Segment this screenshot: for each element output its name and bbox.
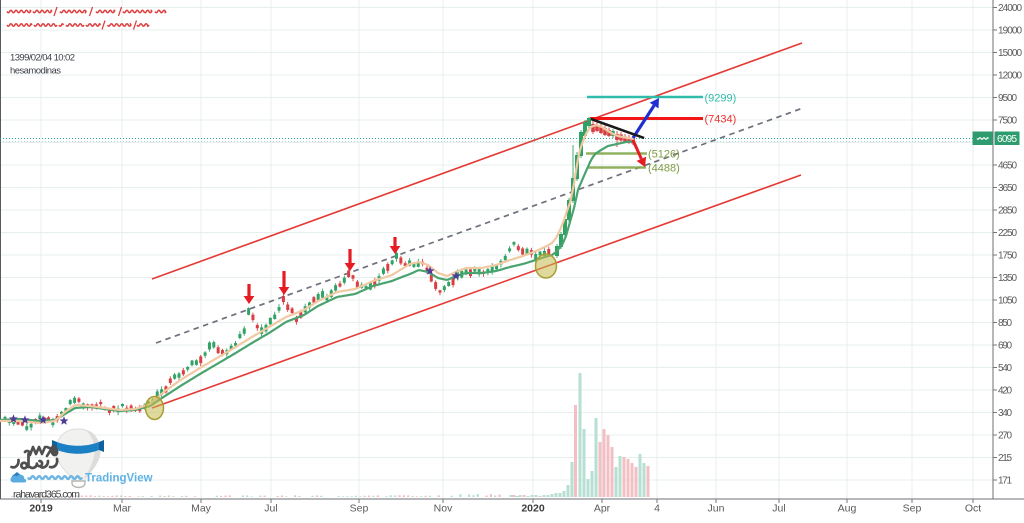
svg-text:Sep: Sep <box>350 503 369 515</box>
svg-text:24000: 24000 <box>998 3 1022 14</box>
svg-text:Apr: Apr <box>594 503 611 515</box>
svg-text:215: 215 <box>998 453 1012 464</box>
svg-text:270: 270 <box>998 431 1012 442</box>
svg-text:Jun: Jun <box>708 503 725 515</box>
svg-text:May: May <box>191 503 212 515</box>
svg-text:rahavard365.com: rahavard365.com <box>13 489 80 501</box>
svg-text:9500: 9500 <box>998 93 1017 104</box>
svg-text:15000: 15000 <box>998 48 1022 59</box>
svg-text:1750: 1750 <box>998 251 1017 262</box>
svg-text:1399/02/04 10:02: 1399/02/04 10:02 <box>10 53 75 64</box>
svg-text:4650: 4650 <box>998 161 1017 172</box>
svg-text:Oct: Oct <box>965 503 981 515</box>
svg-text:hesamodinas: hesamodinas <box>10 66 61 77</box>
svg-text:12000: 12000 <box>998 71 1022 82</box>
svg-text:4: 4 <box>654 503 660 515</box>
svg-text:6095: 6095 <box>997 134 1017 145</box>
svg-text:(5126): (5126) <box>648 149 680 161</box>
svg-text:Aug: Aug <box>838 503 857 515</box>
svg-text:850: 850 <box>998 318 1012 329</box>
svg-text:Sep: Sep <box>903 503 922 515</box>
svg-text:420: 420 <box>998 386 1012 397</box>
svg-text:(9299): (9299) <box>705 93 737 105</box>
svg-text:2250: 2250 <box>998 228 1017 239</box>
svg-text:(7434): (7434) <box>705 114 737 126</box>
svg-text:Nov: Nov <box>434 503 453 515</box>
svg-text:19000: 19000 <box>998 26 1022 37</box>
svg-text:540: 540 <box>998 363 1012 374</box>
svg-text:2019: 2019 <box>29 503 53 515</box>
svg-text:Jul: Jul <box>264 503 277 515</box>
svg-text:3650: 3650 <box>998 183 1017 194</box>
svg-text:(4488): (4488) <box>648 163 680 175</box>
svg-text:1350: 1350 <box>998 273 1017 284</box>
svg-text:Mar: Mar <box>113 503 132 515</box>
svg-text:TradingView: TradingView <box>85 473 153 485</box>
svg-text:340: 340 <box>998 408 1012 419</box>
svg-text:7500: 7500 <box>998 116 1017 127</box>
svg-text:2020: 2020 <box>521 503 545 515</box>
svg-text:Jul: Jul <box>772 503 785 515</box>
svg-text:171: 171 <box>998 476 1012 487</box>
svg-text:690: 690 <box>998 341 1012 352</box>
svg-text:2850: 2850 <box>998 206 1017 217</box>
svg-text:1050: 1050 <box>998 296 1017 307</box>
